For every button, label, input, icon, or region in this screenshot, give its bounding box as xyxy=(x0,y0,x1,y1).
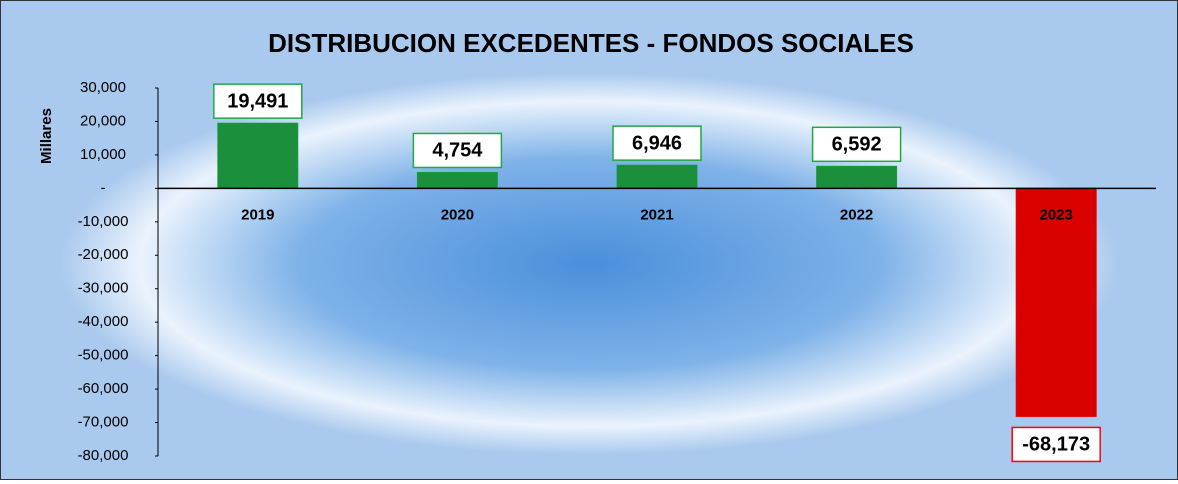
x-tick-label: 2020 xyxy=(441,206,474,223)
bar xyxy=(217,122,299,189)
y-tick-label: 10,000 xyxy=(80,146,126,163)
value-label-box xyxy=(1011,426,1101,463)
x-tick-label: 2023 xyxy=(1040,206,1073,223)
bar xyxy=(416,171,498,189)
x-tick-label: 2021 xyxy=(640,206,673,223)
y-tick-label: -10,000 xyxy=(78,213,129,230)
y-tick-label: -20,000 xyxy=(78,246,129,263)
bar xyxy=(816,165,898,189)
value-label-box xyxy=(612,125,702,161)
y-tick-label: - xyxy=(101,179,106,196)
bar xyxy=(616,164,698,189)
y-tick-label: -70,000 xyxy=(78,414,129,431)
y-tick-label: -30,000 xyxy=(78,280,129,297)
value-label-box xyxy=(213,83,303,119)
value-label: 4,754 xyxy=(432,140,483,162)
value-label: 6,946 xyxy=(632,132,682,154)
value-label-box xyxy=(811,126,902,163)
y-tick-label: 30,000 xyxy=(80,79,126,96)
value-label-box xyxy=(412,132,503,169)
chart-title: DISTRIBUCION EXCEDENTES - FONDOS SOCIALE… xyxy=(268,28,914,58)
y-tick-label: -40,000 xyxy=(78,313,129,330)
value-label: 6,592 xyxy=(832,134,882,156)
value-label: -68,173 xyxy=(1022,434,1090,456)
x-tick-label: 2022 xyxy=(840,206,873,223)
y-axis-label: Millares xyxy=(38,108,55,164)
y-tick-label: -80,000 xyxy=(78,447,129,464)
y-tick-label: 20,000 xyxy=(80,112,126,129)
value-label: 19,491 xyxy=(227,90,288,112)
y-tick-label: -60,000 xyxy=(78,380,129,397)
y-tick-label: -50,000 xyxy=(78,347,129,364)
x-tick-label: 2019 xyxy=(241,206,274,223)
